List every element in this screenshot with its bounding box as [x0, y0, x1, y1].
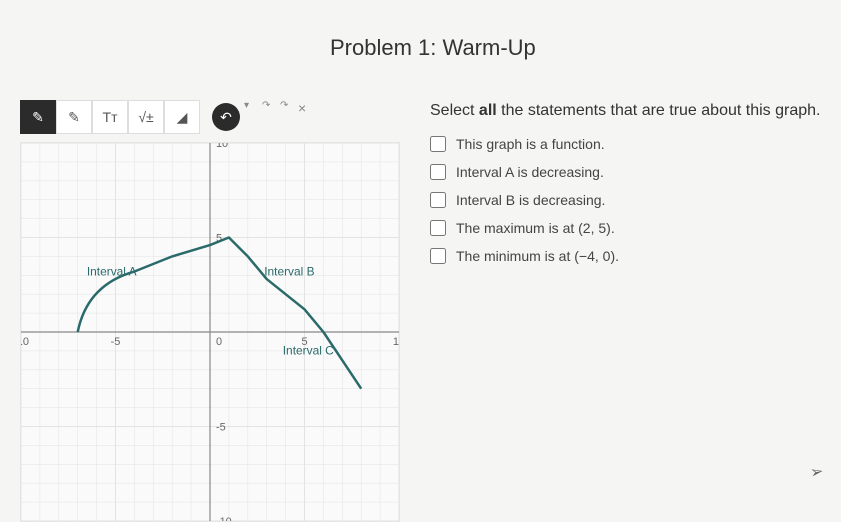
option-checkbox[interactable]	[430, 220, 446, 236]
svg-text:0: 0	[216, 336, 222, 348]
svg-text:Interval B: Interval B	[264, 264, 314, 278]
question-prompt: Select all the statements that are true …	[430, 100, 821, 122]
option-checkbox[interactable]	[430, 192, 446, 208]
svg-text:-10: -10	[21, 336, 29, 348]
option-checkbox[interactable]	[430, 136, 446, 152]
options-list: This graph is a function. Interval A is d…	[430, 136, 821, 264]
redo-icon[interactable]: ↷	[262, 100, 280, 134]
graph-canvas[interactable]: -10-10-5-50551010Interval AInterval BInt…	[20, 142, 400, 522]
left-panel: ✎ ✎ Tᴛ √± ◢ ↶ ▾ ↷ ↷ × -10-10-5-50551010I…	[0, 30, 420, 512]
option-row[interactable]: The maximum is at (2, 5).	[430, 220, 821, 236]
option-row[interactable]: The minimum is at (−4, 0).	[430, 248, 821, 264]
option-label: Interval A is decreasing.	[456, 164, 604, 180]
option-checkbox[interactable]	[430, 164, 446, 180]
eraser-tool[interactable]: ◢	[164, 100, 200, 134]
option-row[interactable]: This graph is a function.	[430, 136, 821, 152]
option-row[interactable]: Interval A is decreasing.	[430, 164, 821, 180]
text-tool[interactable]: Tᴛ	[92, 100, 128, 134]
option-label: This graph is a function.	[456, 136, 605, 152]
svg-text:Interval A: Interval A	[87, 264, 137, 278]
option-label: The maximum is at (2, 5).	[456, 220, 615, 236]
option-row[interactable]: Interval B is decreasing.	[430, 192, 821, 208]
undo-button[interactable]: ↶	[212, 103, 240, 131]
prompt-pre: Select	[430, 102, 479, 119]
option-label: Interval B is decreasing.	[456, 192, 605, 208]
dropdown-icon[interactable]: ▾	[244, 100, 262, 134]
prompt-bold: all	[479, 102, 497, 119]
math-tool[interactable]: √±	[128, 100, 164, 134]
pen-tool[interactable]: ✎	[56, 100, 92, 134]
cursor-icon: ➢	[808, 461, 825, 483]
close-icon[interactable]: ×	[298, 100, 322, 134]
pen-tool-active[interactable]: ✎	[20, 100, 56, 134]
svg-text:10: 10	[216, 143, 228, 150]
svg-text:-5: -5	[111, 336, 121, 348]
drawing-toolbar: ✎ ✎ Tᴛ √± ◢ ↶ ▾ ↷ ↷ ×	[20, 100, 410, 134]
option-label: The minimum is at (−4, 0).	[456, 248, 619, 264]
svg-text:-5: -5	[216, 421, 226, 433]
graph-svg: -10-10-5-50551010Interval AInterval BInt…	[21, 143, 399, 521]
page-title: Problem 1: Warm-Up	[330, 35, 536, 61]
svg-text:Interval C: Interval C	[283, 344, 334, 358]
redo-icon-2[interactable]: ↷	[280, 100, 298, 134]
option-checkbox[interactable]	[430, 248, 446, 264]
main-container: ✎ ✎ Tᴛ √± ◢ ↶ ▾ ↷ ↷ × -10-10-5-50551010I…	[0, 0, 841, 512]
svg-text:-10: -10	[216, 516, 232, 521]
question-panel: Select all the statements that are true …	[420, 30, 841, 512]
prompt-post: the statements that are true about this …	[497, 102, 821, 119]
svg-text:10: 10	[393, 336, 399, 348]
